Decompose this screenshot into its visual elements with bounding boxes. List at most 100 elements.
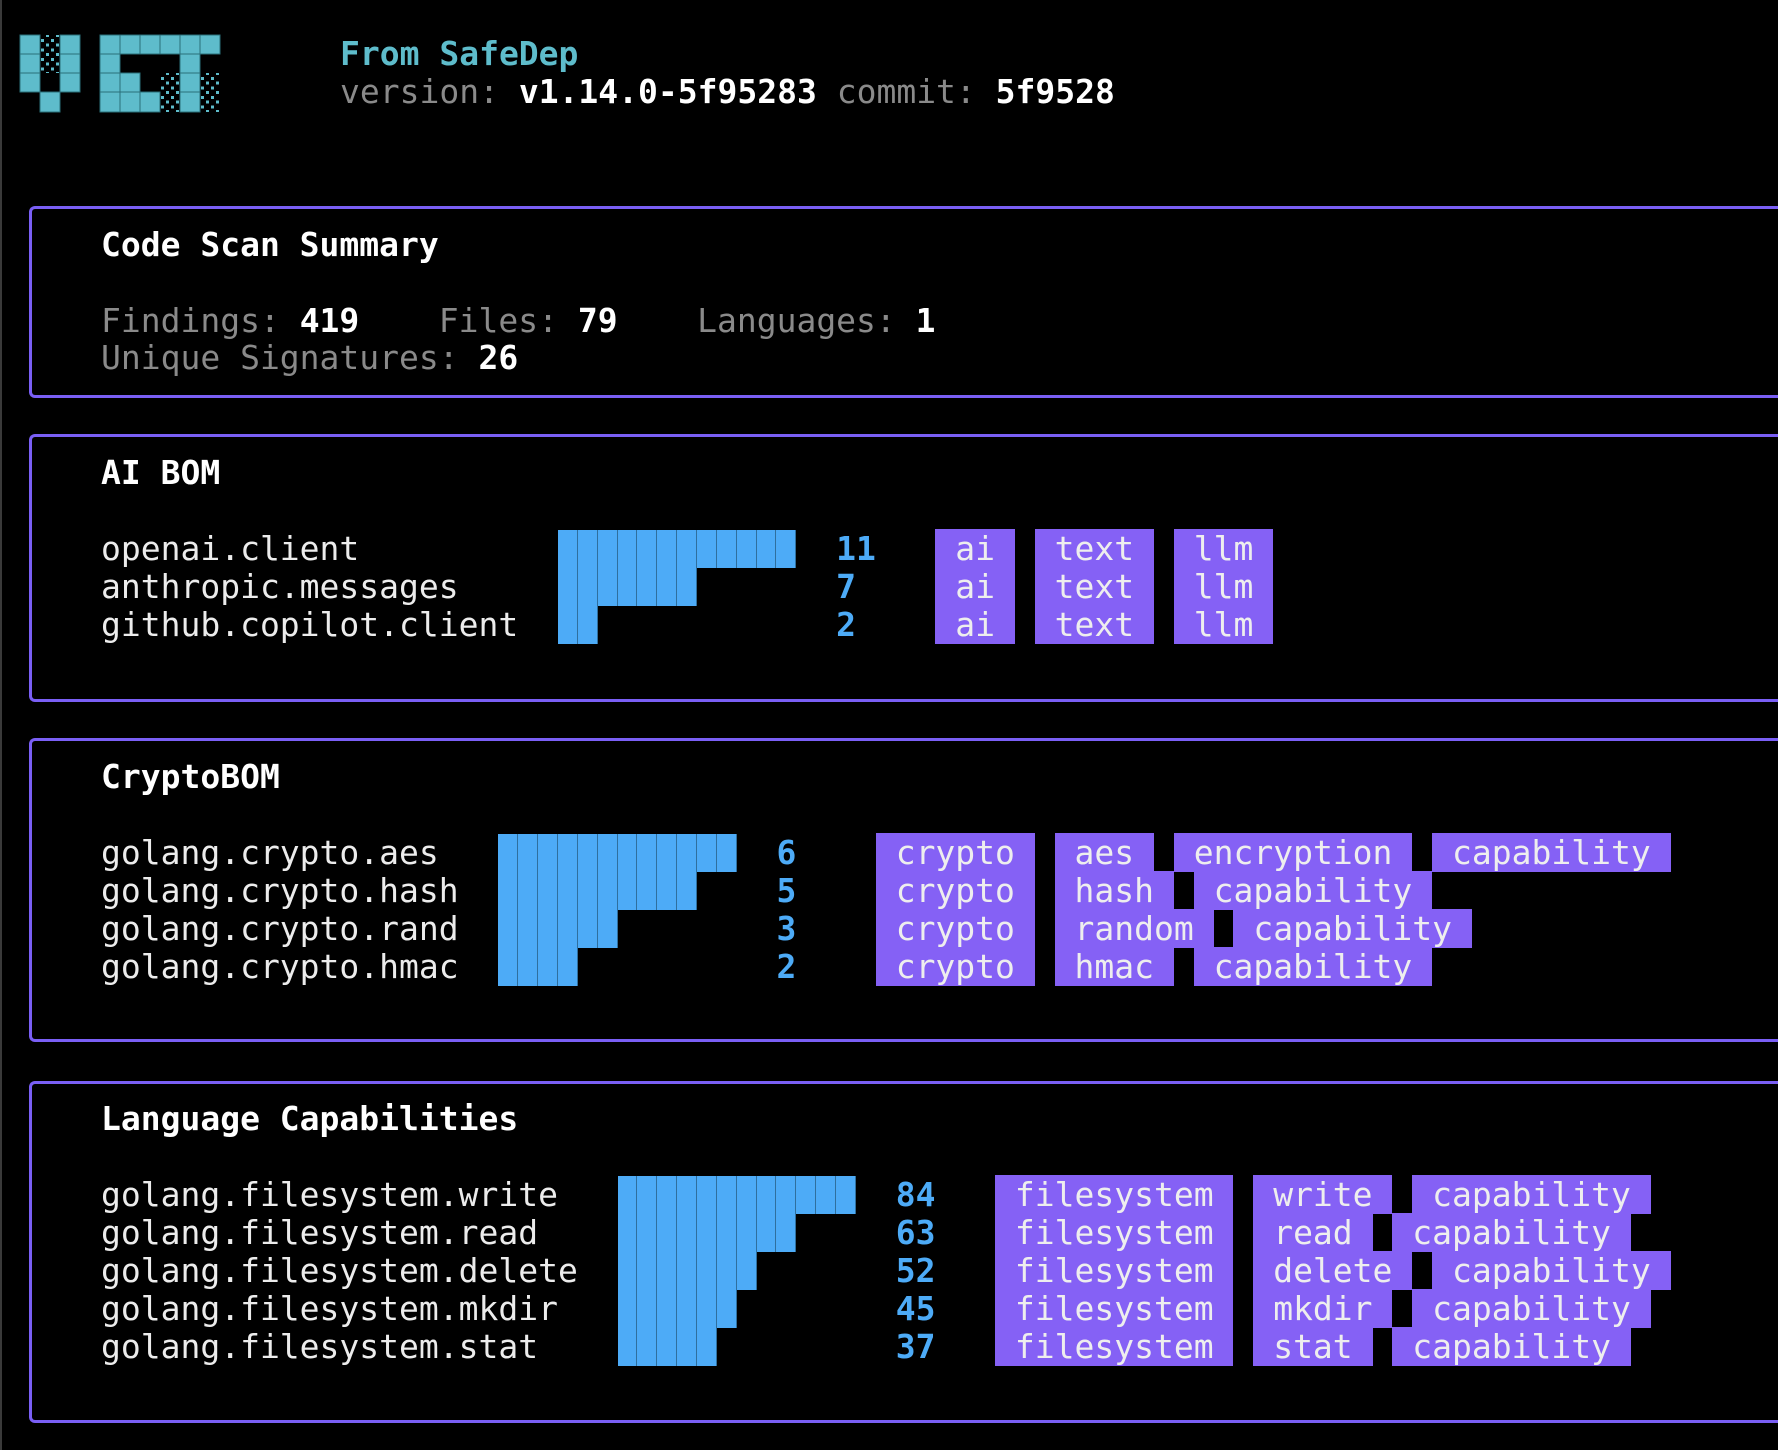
tag-badge: text xyxy=(1034,529,1155,568)
bar-cell xyxy=(736,530,757,568)
logo-pixel xyxy=(59,53,81,74)
tag-badge: hmac xyxy=(1054,947,1174,986)
tag-badge: crypto xyxy=(875,947,1035,986)
tag-badge: read xyxy=(1253,1213,1373,1252)
logo-pixel xyxy=(179,91,201,113)
bar-cell xyxy=(796,1176,817,1214)
bar-cell xyxy=(696,1328,717,1366)
item-name: golang.filesystem.mkdir xyxy=(101,1289,558,1328)
bar-cell xyxy=(756,530,777,568)
findings-label: Findings: xyxy=(101,301,280,340)
tag-badge: capability xyxy=(1193,871,1433,910)
bar-cell xyxy=(756,1176,777,1214)
bar-cell xyxy=(577,606,598,644)
section-title: CryptoBOM xyxy=(101,757,280,796)
bar-cell xyxy=(677,568,697,606)
item-count: 52 xyxy=(895,1251,936,1290)
logo-pixel xyxy=(39,91,61,113)
tag-list: ai text llm xyxy=(935,529,1274,568)
count-bar xyxy=(557,568,697,606)
tag-badge: crypto xyxy=(875,871,1035,910)
logo-pixel xyxy=(119,34,141,55)
item-count: 11 xyxy=(836,529,876,568)
bar-cell xyxy=(597,872,618,910)
cryptobom-panel xyxy=(29,738,1778,1042)
code-scan-summary-panel xyxy=(29,206,1778,398)
logo-pixel xyxy=(200,92,220,112)
bar-cell xyxy=(557,872,578,910)
item-name: golang.filesystem.stat xyxy=(101,1327,539,1366)
tag-badge: llm xyxy=(1173,567,1274,606)
bar-cell xyxy=(518,948,539,986)
item-count: 7 xyxy=(836,567,856,606)
signatures-label: Unique Signatures: xyxy=(101,338,459,377)
logo-pixel xyxy=(40,35,60,54)
logo-pixel xyxy=(40,54,60,73)
count-bar xyxy=(617,1290,737,1328)
logo-pixel xyxy=(119,91,141,113)
logo-pixel xyxy=(19,34,41,55)
bar-cell xyxy=(617,872,638,910)
bar-cell xyxy=(637,1214,658,1252)
bar-cell xyxy=(637,834,658,872)
summary-counts: Findings: 419 Files: 79 Languages: 1 xyxy=(101,302,936,340)
bar-cell xyxy=(716,530,737,568)
tag-badge: filesystem xyxy=(995,1289,1234,1328)
bar-cell xyxy=(756,1214,777,1252)
logo-pixel xyxy=(200,73,220,92)
section-title: AI BOM xyxy=(101,453,221,492)
bar-cell xyxy=(736,1214,757,1252)
bar-cell xyxy=(657,1328,678,1366)
item-count: 2 xyxy=(836,605,856,644)
bar-cell xyxy=(696,1252,717,1290)
count-bar xyxy=(557,530,797,568)
tag-badge: random xyxy=(1054,909,1214,948)
item-name: golang.filesystem.write xyxy=(101,1175,558,1214)
bar-cell xyxy=(677,1214,697,1252)
languages-value: 1 xyxy=(915,301,936,340)
bar-cell xyxy=(677,1328,697,1366)
bar-cell xyxy=(597,910,618,948)
ai-bom-panel xyxy=(29,434,1778,702)
bar-cell xyxy=(776,1214,797,1252)
bar-cell xyxy=(776,530,797,568)
item-name: golang.filesystem.read xyxy=(101,1213,539,1252)
logo-pixel xyxy=(179,72,201,93)
tag-badge: text xyxy=(1034,567,1155,606)
bar-cell xyxy=(617,530,638,568)
tag-list: ai text llm xyxy=(935,567,1274,606)
bar-cell xyxy=(577,834,598,872)
count-bar xyxy=(617,1252,757,1290)
bar-cell xyxy=(637,1252,658,1290)
item-count: 84 xyxy=(895,1175,936,1214)
bar-cell xyxy=(557,606,578,644)
count-bar xyxy=(617,1176,856,1214)
tag-list: crypto hmac capability xyxy=(875,947,1433,986)
item-count: 5 xyxy=(776,871,797,910)
bar-cell xyxy=(677,1252,697,1290)
languages-label: Languages: xyxy=(697,301,896,340)
logo-pixel xyxy=(139,91,161,113)
tag-badge: ai xyxy=(935,567,1015,606)
logo-pixel xyxy=(179,53,201,74)
bar-cell xyxy=(696,530,717,568)
bar-cell xyxy=(617,1176,638,1214)
bar-cell xyxy=(538,948,558,986)
item-name: golang.crypto.hmac xyxy=(101,947,459,986)
bar-cell xyxy=(677,834,697,872)
logo-pixel xyxy=(160,73,180,92)
tag-badge: aes xyxy=(1054,833,1154,872)
tag-badge: llm xyxy=(1173,605,1274,644)
logo-pixel xyxy=(159,34,181,55)
tag-badge: text xyxy=(1034,605,1155,644)
logo-pixel xyxy=(99,34,121,55)
tag-list: crypto hash capability xyxy=(875,871,1433,910)
bar-cell xyxy=(518,834,539,872)
bar-cell xyxy=(696,1290,717,1328)
bar-cell xyxy=(617,1214,638,1252)
tag-badge: capability xyxy=(1392,1327,1631,1366)
tag-list: filesystem mkdir capability xyxy=(995,1289,1651,1328)
item-count: 3 xyxy=(776,909,797,948)
tag-badge: stat xyxy=(1253,1327,1373,1366)
version-value: v1.14.0-5f95283 xyxy=(518,72,817,111)
